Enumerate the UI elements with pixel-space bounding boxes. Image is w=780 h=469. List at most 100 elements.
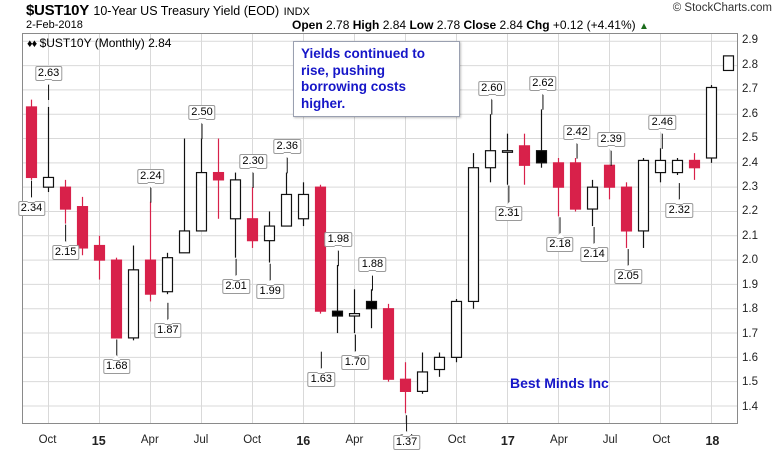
callout-tail — [504, 201, 513, 208]
value-callout-text: 2.34 — [20, 201, 43, 214]
open-label: Open — [292, 18, 323, 32]
annotation-text: Yields continued to rise, pushing borrow… — [301, 46, 426, 111]
symbol-line: $UST10Y 10-Year US Treasury Yield (EOD) … — [26, 2, 310, 20]
value-callout: 2.46 — [648, 114, 676, 134]
callout-tail — [402, 431, 411, 438]
value-callout: 2.34 — [17, 196, 46, 216]
callout-tail — [112, 355, 121, 362]
value-callout-text: 2.62 — [532, 76, 554, 89]
chart-plot-area: 2.63 2.34 2.15 1.68 2.24 1.87 2.50 2.01 2.30 1.99… — [17, 33, 738, 451]
ohlc-summary: Open 2.78 High 2.84 Low 2.78 Close 2.84 … — [292, 18, 649, 32]
value-callout-text: 2.18 — [549, 238, 571, 251]
quote-date: 2-Feb-2018 — [26, 19, 83, 31]
value-callout: 2.32 — [665, 199, 694, 219]
callout-tail — [607, 144, 616, 151]
value-callout: 1.68 — [103, 355, 131, 375]
value-callout-text: 2.36 — [276, 140, 298, 153]
y-axis-tick: 2.0 — [742, 254, 758, 267]
y-axis-tick: 2.6 — [742, 107, 758, 120]
y-axis-tick: 2.5 — [742, 132, 758, 145]
chart-header: $UST10Y 10-Year US Treasury Yield (EOD) … — [0, 0, 780, 32]
value-callout-text: 2.32 — [668, 204, 691, 217]
value-callout-text: 1.70 — [344, 355, 367, 368]
callout-tail — [146, 181, 155, 188]
callout-tail — [266, 279, 275, 286]
y-axis-tick: 2.8 — [742, 58, 758, 71]
chg-value: +0.12 (+4.41%) — [552, 18, 636, 32]
open-value: 2.78 — [326, 18, 350, 32]
value-callout: 2.05 — [614, 265, 642, 285]
value-callout: 2.15 — [51, 240, 80, 260]
value-callout-text: 2.60 — [481, 81, 503, 94]
callout-tail — [573, 137, 582, 144]
value-callout-text: 2.42 — [566, 125, 588, 138]
value-callout-text: 2.63 — [37, 66, 60, 79]
candlestick-icon: ♦♦ — [27, 38, 37, 50]
y-axis: 2.9 2.8 2.7 2.6 2.5 2.4 2.3 2.2 2.1 2.0 1.9 1.8 1.7 1… — [740, 33, 780, 424]
y-axis-tick: 2.4 — [742, 156, 758, 169]
callout-tail — [283, 152, 292, 159]
x-axis-tick: Apr — [345, 434, 364, 446]
close-value: 2.84 — [499, 18, 523, 32]
value-callout-text: 1.37 — [395, 436, 418, 449]
value-callout-text: 2.39 — [600, 132, 622, 145]
value-callout: 2.30 — [239, 153, 267, 173]
y-axis-tick: 2.3 — [742, 180, 758, 193]
symbol-exchange: INDX — [283, 6, 310, 18]
x-axis-tick: Apr — [140, 434, 159, 446]
value-callout: 2.36 — [273, 139, 301, 159]
x-axis-tick: 17 — [500, 434, 515, 448]
callout-tail — [197, 118, 206, 125]
y-axis-tick: 1.8 — [742, 303, 758, 316]
value-callout: 2.42 — [563, 124, 591, 144]
value-callout: 1.99 — [256, 279, 284, 299]
callout-tail — [44, 78, 53, 85]
x-axis: Oct15AprJulOct16AprJulOct17AprJulOct18 — [22, 424, 738, 454]
y-axis-tick: 2.9 — [742, 34, 758, 47]
callout-tail — [487, 93, 496, 100]
value-callout-text: 2.05 — [617, 270, 639, 283]
high-value: 2.84 — [382, 18, 407, 32]
value-callout: 2.31 — [495, 201, 523, 221]
callout-tail — [249, 166, 258, 173]
annotation-callout: Yields continued to rise, pushing borrow… — [293, 41, 460, 117]
value-callout: 2.63 — [34, 65, 63, 85]
callout-layer: 2.63 2.34 2.15 1.68 2.24 1.87 2.50 2.01 2.30 1.99… — [17, 34, 737, 451]
stockcharts-brand: © StockCharts.com — [672, 2, 772, 14]
y-axis-tick: 2.2 — [742, 205, 758, 218]
symbol-description: 10-Year US Treasury Yield (EOD) — [93, 4, 280, 18]
value-callout-text: 2.15 — [54, 245, 77, 258]
y-axis-tick: 1.7 — [742, 327, 758, 340]
x-axis-tick: Oct — [243, 434, 262, 446]
y-axis-tick: 1.9 — [742, 278, 758, 291]
x-axis-tick: Jul — [193, 434, 209, 446]
callout-tail — [658, 127, 667, 134]
x-axis-tick: 18 — [705, 434, 720, 448]
chart-title-text: $UST10Y (Monthly) 2.84 — [39, 36, 172, 50]
value-callout-text: 2.01 — [225, 279, 247, 292]
value-callout: 2.14 — [580, 243, 608, 263]
y-axis-tick: 2.7 — [742, 83, 758, 96]
value-callout-text: 1.98 — [327, 233, 350, 246]
value-callout: 2.39 — [597, 131, 625, 151]
value-callout-text: 2.31 — [498, 206, 520, 219]
y-axis-tick: 2.1 — [742, 229, 758, 242]
x-axis-tick: Oct — [652, 434, 671, 446]
callout-tail — [27, 196, 36, 203]
value-callout-text: 2.50 — [191, 106, 213, 119]
callout-tail — [232, 274, 241, 281]
chg-label: Chg — [526, 18, 550, 32]
callout-tail — [351, 350, 360, 357]
callout-tail — [61, 240, 70, 247]
value-callout-text: 2.30 — [242, 154, 264, 167]
value-callout-text: 1.87 — [157, 323, 179, 336]
value-callout: 1.37 — [392, 431, 421, 451]
x-axis-tick: 15 — [91, 434, 106, 448]
value-callout-text: 2.14 — [583, 248, 605, 261]
value-callout: 2.60 — [478, 80, 506, 100]
callout-tail — [555, 233, 564, 240]
value-callout: 1.98 — [324, 232, 353, 252]
x-axis-tick: Apr — [550, 434, 568, 446]
x-axis-tick: 16 — [296, 434, 311, 448]
